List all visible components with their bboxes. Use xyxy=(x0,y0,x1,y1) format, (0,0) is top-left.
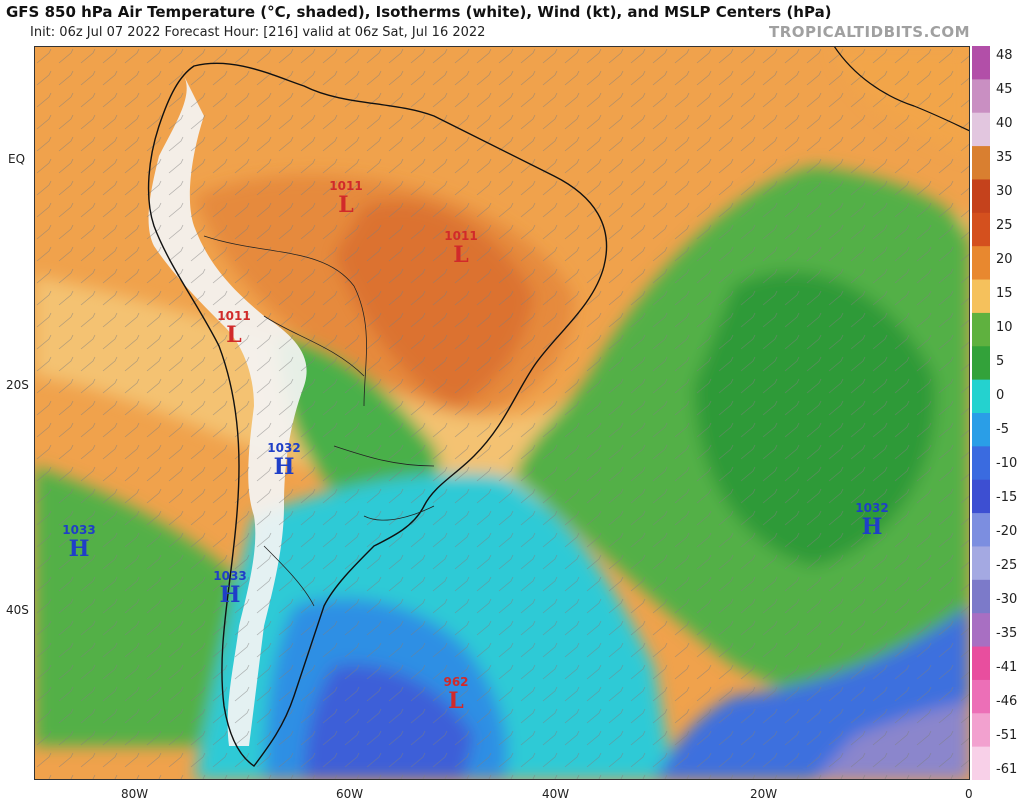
colorbar-tick-label: -51 xyxy=(996,728,1018,743)
pressure-centers: 1011 L 1011 L 1011 L 1032 H 1033 H 1033 … xyxy=(62,179,888,714)
colorbar-tick-label: 15 xyxy=(996,286,1013,301)
center-value: 1032 xyxy=(855,501,888,515)
center-letter: L xyxy=(453,242,468,268)
center-letter: H xyxy=(69,536,90,562)
colorbar-segment xyxy=(972,346,990,381)
low-center-amazon-west: 1011 L xyxy=(329,179,362,218)
map-title: GFS 850 hPa Air Temperature (°C, shaded)… xyxy=(6,3,832,21)
high-center-atlantic: 1032 H xyxy=(855,501,888,540)
center-letter: L xyxy=(338,192,353,218)
colorbar-tick-label: 45 xyxy=(996,82,1013,97)
center-value: 1033 xyxy=(62,523,95,537)
center-value: 962 xyxy=(443,675,468,689)
colorbar-segment xyxy=(972,79,990,114)
lon-label: 20W xyxy=(750,787,778,801)
map-subtitle: Init: 06z Jul 07 2022 Forecast Hour: [21… xyxy=(30,25,486,40)
colorbar-segment xyxy=(972,246,990,281)
colorbar-segment xyxy=(972,112,990,147)
center-letter: H xyxy=(220,582,241,608)
colorbar-segment xyxy=(972,546,990,581)
low-center-south-atlantic: 962 L xyxy=(443,675,468,714)
lat-label: 20S xyxy=(6,378,29,392)
center-value: 1011 xyxy=(217,309,250,323)
colorbar-tick-label: 5 xyxy=(996,354,1005,369)
colorbar-tick-label: 30 xyxy=(996,184,1013,199)
colorbar-tick-label: 10 xyxy=(996,320,1013,335)
lon-label: 0 xyxy=(965,787,973,801)
colorbar-segment xyxy=(972,713,990,748)
colorbar-segment xyxy=(972,279,990,314)
colorbar-segment xyxy=(972,179,990,214)
lat-label: EQ xyxy=(8,152,26,166)
colorbar-tick-label: -35 xyxy=(996,626,1018,641)
high-center-chile: 1033 H xyxy=(213,569,246,608)
colorbar-tick-label: 0 xyxy=(996,388,1005,403)
colorbar-segment xyxy=(972,579,990,614)
colorbar xyxy=(972,46,990,780)
colorbar-tick-label: 48 xyxy=(996,48,1013,63)
low-center-amazon-east: 1011 L xyxy=(444,229,477,268)
colorbar-segment xyxy=(972,46,990,80)
colorbar-tick-label: 35 xyxy=(996,150,1013,165)
center-letter: H xyxy=(862,514,883,540)
colorbar-segment xyxy=(972,413,990,447)
colorbar-segment xyxy=(972,312,990,347)
center-value: 1011 xyxy=(444,229,477,243)
colorbar-segment xyxy=(972,146,990,180)
colorbar-tick-label: -41 xyxy=(996,660,1018,675)
colorbar-segment xyxy=(972,479,990,514)
colorbar-segment xyxy=(972,646,990,681)
colorbar-segment xyxy=(972,212,990,247)
colorbar-tick-label: -25 xyxy=(996,558,1018,573)
wind-barbs xyxy=(34,46,970,780)
colorbar-tick-label: -10 xyxy=(996,456,1018,471)
center-value: 1032 xyxy=(267,441,300,455)
colorbar-segment xyxy=(972,746,990,780)
colorbar-tick-label: -46 xyxy=(996,694,1018,709)
temperature-map: 1011 L 1011 L 1011 L 1032 H 1033 H 1033 … xyxy=(34,46,970,780)
center-letter: L xyxy=(226,322,241,348)
colorbar-tick-label: 40 xyxy=(996,116,1013,131)
lon-label: 40W xyxy=(542,787,570,801)
coastline-south-america xyxy=(147,62,608,767)
colorbar-segment xyxy=(972,513,990,547)
map-frame xyxy=(34,46,970,780)
center-letter: H xyxy=(274,454,295,480)
colorbar-tick-label: 20 xyxy=(996,252,1013,267)
colorbar-tick-label: -5 xyxy=(996,422,1009,437)
colorbar-segment xyxy=(972,613,990,648)
center-value: 1033 xyxy=(213,569,246,583)
colorbar-tick-label: -30 xyxy=(996,592,1018,607)
header: GFS 850 hPa Air Temperature (°C, shaded)… xyxy=(0,0,1024,46)
colorbar-segment xyxy=(972,446,990,481)
high-center-pacific: 1033 H xyxy=(62,523,95,562)
site-credit[interactable]: TROPICALTIDBITS.COM xyxy=(769,23,970,41)
center-value: 1011 xyxy=(329,179,362,193)
country-borders xyxy=(203,235,435,607)
colorbar-segment xyxy=(972,679,990,714)
lat-label: 40S xyxy=(6,603,29,617)
high-center-argentina: 1032 H xyxy=(267,441,300,480)
lon-label: 60W xyxy=(336,787,364,801)
lon-label: 80W xyxy=(121,787,149,801)
colorbar-tick-label: 25 xyxy=(996,218,1013,233)
colorbar-tick-label: -61 xyxy=(996,762,1018,777)
coastline-africa xyxy=(833,46,970,132)
colorbar-tick-label: -15 xyxy=(996,490,1018,505)
colorbar-tick-label: -20 xyxy=(996,524,1018,539)
colorbar-segment xyxy=(972,379,990,414)
low-center-peru: 1011 L xyxy=(217,309,250,348)
center-letter: L xyxy=(448,688,463,714)
